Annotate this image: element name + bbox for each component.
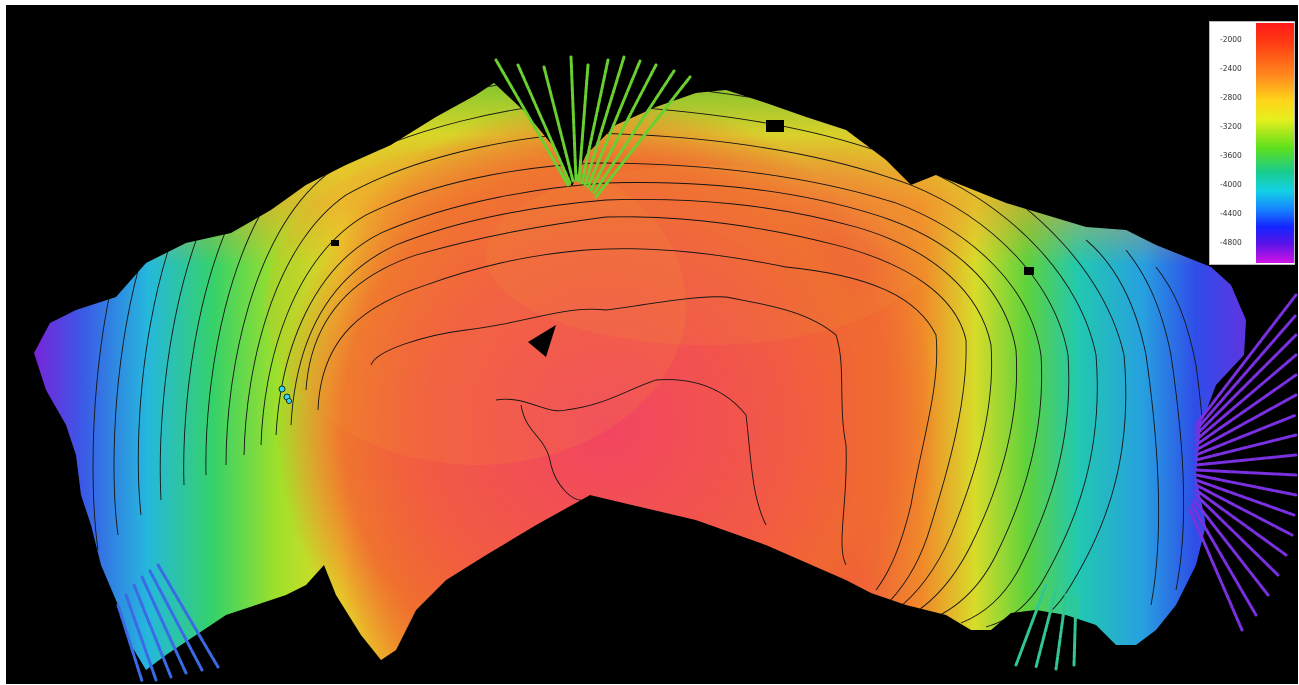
color-scale-bar [1256,23,1294,263]
data-gaps [331,120,1034,357]
legend-tick-label: -3600 [1220,151,1242,160]
survey-marker [278,385,292,404]
legend-tick-label: -4800 [1220,238,1242,247]
bathymetry-map-view[interactable]: -2000 -2400 -2800 -3200 -3600 -4000 -440… [6,5,1298,684]
legend-tick-label: -2400 [1220,64,1242,73]
bathymetry-map [34,55,1298,683]
legend-tick-label: -2800 [1220,93,1242,102]
sonar-beam-fans [116,55,1298,683]
legend-tick-label: -4000 [1220,180,1242,189]
legend-tick-label: -4400 [1220,209,1242,218]
legend-tick-label: -2000 [1220,35,1242,44]
depth-color-scale: -2000 -2400 -2800 -3200 -3600 -4000 -440… [1209,21,1295,265]
legend-tick-label: -3200 [1220,122,1242,131]
